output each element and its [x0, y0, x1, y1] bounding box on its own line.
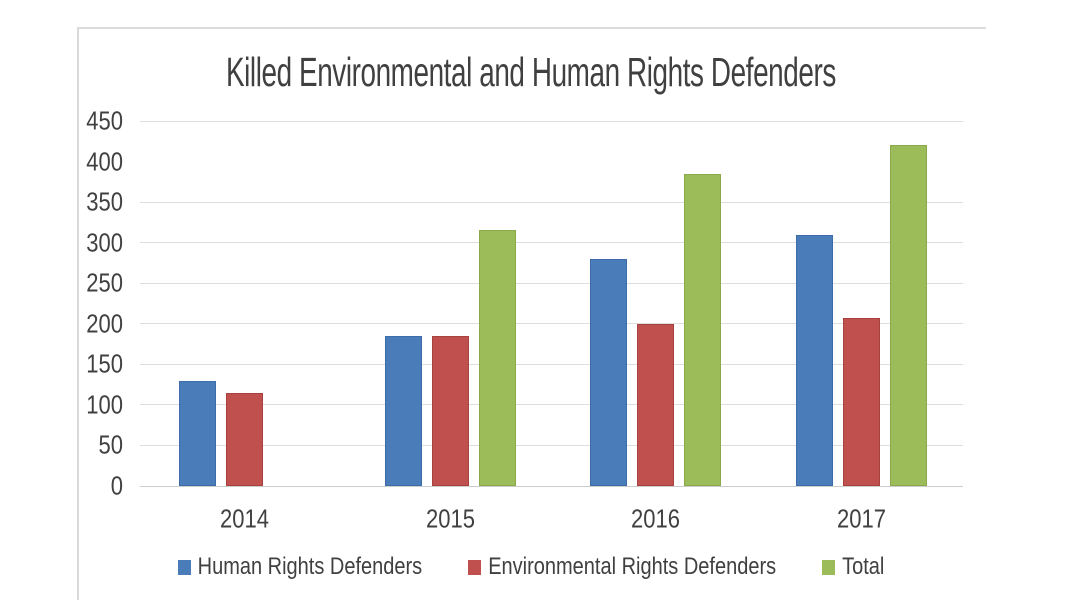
bar-2015-environmental-rights-defenders: [432, 336, 469, 486]
y-axis-label-text: 200: [86, 308, 123, 338]
x-axis-label-2015: 2015: [381, 503, 521, 534]
legend-item-human-rights-defenders: Human Rights Defenders: [177, 553, 423, 580]
x-axis-label-2016: 2016: [586, 503, 726, 534]
legend-swatch-human-rights-defenders: [177, 559, 191, 575]
bar-2017-human-rights-defenders: [796, 235, 833, 486]
x-axis-label-2014: 2014: [175, 503, 315, 534]
y-axis-label-450: 450: [30, 105, 123, 136]
legend-label-text: Total: [842, 553, 885, 580]
bar-2016-total: [684, 174, 721, 486]
gridline-300: [140, 242, 963, 244]
chart-container: [77, 27, 986, 600]
y-axis-label-250: 250: [30, 267, 123, 298]
y-axis-label-200: 200: [30, 308, 123, 338]
gridline-200: [140, 323, 963, 325]
x-axis-label-text: 2016: [631, 503, 680, 534]
x-axis-label-text: 2017: [837, 503, 886, 534]
legend-label-environmental-rights-defenders: Environmental Rights Defenders: [488, 553, 777, 580]
legend-swatch-environmental-rights-defenders: [468, 559, 482, 575]
y-axis-label-text: 400: [86, 146, 123, 176]
y-axis-label-300: 300: [30, 227, 123, 257]
x-axis-label-text: 2014: [220, 503, 269, 534]
y-axis-label-text: 50: [98, 430, 123, 460]
legend-label-text: Human Rights Defenders: [197, 553, 423, 580]
gridline-350: [140, 201, 963, 203]
gridline-150: [140, 363, 963, 365]
y-axis-label-400: 400: [30, 146, 123, 176]
gridline-100: [140, 404, 963, 406]
y-axis-label-text: 0: [110, 470, 123, 501]
gridline-0: [140, 485, 963, 487]
y-axis-label-0: 0: [30, 470, 123, 501]
y-axis-label-text: 150: [86, 348, 123, 379]
y-axis-label-350: 350: [30, 186, 123, 217]
y-axis-label-text: 450: [86, 105, 123, 136]
legend-label-total: Total: [842, 553, 885, 580]
bar-2015-total: [479, 230, 516, 486]
legend-item-total: Total: [822, 553, 885, 580]
bar-2017-total: [890, 145, 927, 486]
gridline-450: [140, 120, 963, 122]
bar-2016-environmental-rights-defenders: [637, 324, 674, 486]
legend-item-environmental-rights-defenders: Environmental Rights Defenders: [468, 553, 777, 580]
y-axis-label-text: 350: [86, 186, 123, 217]
y-axis-label-text: 300: [86, 227, 123, 257]
legend-label-human-rights-defenders: Human Rights Defenders: [197, 553, 423, 580]
gridline-250: [140, 282, 963, 284]
bar-2017-environmental-rights-defenders: [843, 318, 880, 486]
chart-title: Killed Environmental and Human Rights De…: [78, 50, 984, 96]
y-axis-label-50: 50: [30, 430, 123, 460]
bar-2014-environmental-rights-defenders: [226, 393, 263, 486]
legend-swatch-total: [822, 559, 836, 575]
chart-title-text: Killed Environmental and Human Rights De…: [226, 50, 836, 96]
y-axis-label-150: 150: [30, 348, 123, 379]
y-axis-label-text: 100: [86, 389, 123, 420]
x-axis-label-text: 2015: [426, 503, 475, 534]
legend-label-text: Environmental Rights Defenders: [488, 553, 777, 580]
gridline-50: [140, 444, 963, 446]
x-axis-label-2017: 2017: [792, 503, 932, 534]
legend: Human Rights Defenders Environmental Righ…: [78, 552, 984, 582]
bar-2014-human-rights-defenders: [179, 381, 216, 486]
y-axis-label-text: 250: [86, 267, 123, 298]
bar-2016-human-rights-defenders: [590, 259, 627, 486]
y-axis-label-100: 100: [30, 389, 123, 420]
bar-2015-human-rights-defenders: [385, 336, 422, 486]
